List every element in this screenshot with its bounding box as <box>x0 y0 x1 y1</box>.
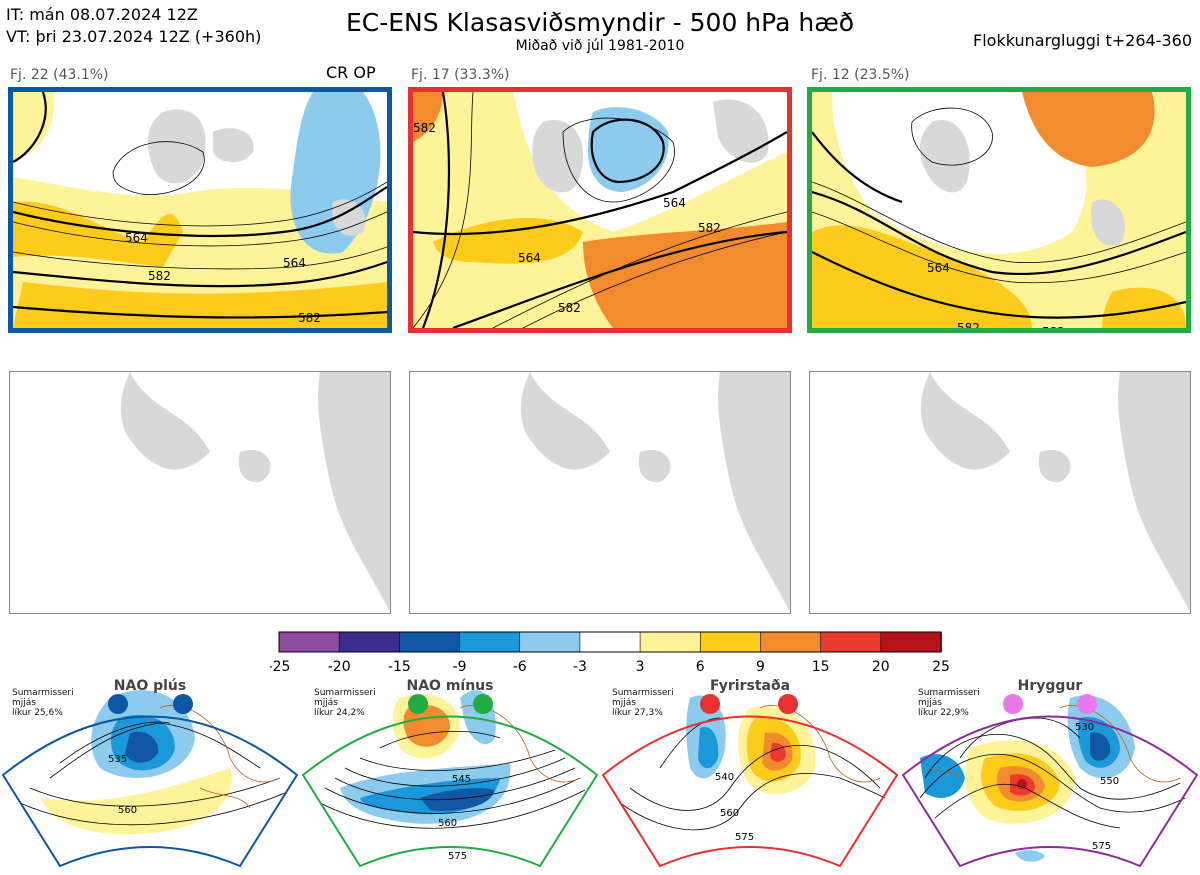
regime-note-line: líkur 25,6% <box>12 708 63 718</box>
empty-map-2 <box>409 371 791 614</box>
cluster-tag-1: CR OP <box>326 63 376 82</box>
regime-note-line: mjjás <box>314 698 338 708</box>
regime-note: Sumarmisseri mjjás líkur 25,6% <box>12 688 74 718</box>
colorbar-tick-label: 3 <box>636 659 645 675</box>
contour-label: 582 <box>698 221 721 235</box>
contour-label: 564 <box>125 231 148 245</box>
page-title: EC-ENS Klasasviðsmyndir - 500 hPa hæð <box>345 8 855 37</box>
colorbar-tick-label: -20 <box>328 659 351 675</box>
init-time: IT: mán 08.07.2024 12Z <box>6 5 198 24</box>
regime-blocking: 540 560 575 Fyrirstaða Sumarmisseri mjjá… <box>600 678 900 871</box>
colorbar-tick-label: -25 <box>270 659 290 675</box>
colorbar-tick-label: 6 <box>696 659 705 675</box>
header-info: IT: mán 08.07.2024 12Z VT: þri 23.07.202… <box>6 4 261 48</box>
regime-nao-plus: 535 560 NAO plús Sumarmisseri mjjás líku… <box>0 678 300 871</box>
cluster-label-3: Fj. 12 (23.5%) <box>811 67 910 83</box>
cluster-label-2: Fj. 17 (33.3%) <box>411 67 510 83</box>
classification-window: Flokkunargluggi t+264-360 <box>973 31 1192 50</box>
regime-contour-label: 575 <box>1092 841 1111 852</box>
contour-label: 564 <box>283 256 306 270</box>
regime-contour-label: 530 <box>1075 722 1094 733</box>
contour-label: 564 <box>518 251 541 265</box>
regime-name: NAO plús <box>113 678 187 694</box>
regime-ridge: 530 550 575 Hryggur Sumarmisseri mjjás l… <box>900 678 1200 871</box>
cluster-label-1: Fj. 22 (43.1%) <box>10 67 109 83</box>
regime-row: 535 560 NAO plús Sumarmisseri mjjás líku… <box>0 678 1200 871</box>
regime-contour-label: 560 <box>438 818 457 829</box>
regime-name: Hryggur <box>1017 678 1083 694</box>
regime-note-line: mjjás <box>918 698 942 708</box>
colorbar-swatch <box>880 631 942 653</box>
empty-map-1 <box>9 371 391 614</box>
regime-note-line: mjjás <box>612 698 636 708</box>
regime-name: NAO mínus <box>406 678 494 694</box>
regime-note-line: Sumarmisseri <box>612 688 674 698</box>
regime-note-line: líkur 22,9% <box>918 708 969 718</box>
colorbar-tick-label: -9 <box>453 659 467 675</box>
colorbar-tick-label: -3 <box>573 659 587 675</box>
contour-label: 582 <box>1042 325 1065 328</box>
colorbar-tick-label: 20 <box>872 659 890 675</box>
colorbar-swatch <box>579 631 641 653</box>
cluster-map-2: 564 582 564 582 582 <box>408 87 792 333</box>
regime-note-line: Sumarmisseri <box>314 688 376 698</box>
regime-contour-label: 560 <box>118 805 137 816</box>
colorbar: -25 -20 -15 -9 -6 -3 3 6 9 15 20 25 <box>270 631 950 675</box>
regime-contour-label: 535 <box>108 754 127 765</box>
cluster-map-3: 564 582 582 <box>807 87 1191 333</box>
regime-name: Fyrirstaða <box>709 678 791 694</box>
regime-note-line: Sumarmisseri <box>918 688 980 698</box>
colorbar-swatch <box>338 631 401 653</box>
contour-label: 582 <box>298 311 321 325</box>
regime-contour-label: 545 <box>452 774 471 785</box>
colorbar-tick-label: 9 <box>756 659 765 675</box>
colorbar-swatch <box>760 631 822 653</box>
colorbar-swatch <box>699 631 762 653</box>
cluster-map-1: 564 564 582 582 <box>8 87 392 333</box>
regime-contour-label: 560 <box>720 808 739 819</box>
regime-note-line: líkur 24,2% <box>314 708 365 718</box>
regime-contour-label: 575 <box>735 832 754 843</box>
contour-label: 582 <box>413 121 436 135</box>
regime-note-line: líkur 27,3% <box>612 708 663 718</box>
regime-nao-minus: 545 560 575 NAO mínus Sumarmisseri mjjás… <box>300 678 600 871</box>
colorbar-swatch <box>459 631 521 653</box>
colorbar-tick-label: -6 <box>513 659 527 675</box>
colorbar-swatch <box>820 631 882 653</box>
regime-note: Sumarmisseri mjjás líkur 22,9% <box>918 688 980 718</box>
contour-label: 582 <box>558 301 581 315</box>
colorbar-swatch <box>639 631 702 653</box>
regime-contour-label: 550 <box>1100 776 1119 787</box>
colorbar-tick-label: 25 <box>932 659 950 675</box>
regime-contour-label: 575 <box>448 851 467 862</box>
page-subtitle: Miðað við júl 1981-2010 <box>515 38 685 54</box>
valid-time: VT: þri 23.07.2024 12Z (+360h) <box>6 27 262 46</box>
regime-contour-label: 540 <box>715 772 734 783</box>
regime-note-line: Sumarmisseri <box>12 688 74 698</box>
contour-label: 582 <box>148 269 171 283</box>
contour-label: 564 <box>663 196 686 210</box>
regime-note: Sumarmisseri mjjás líkur 24,2% <box>314 688 376 718</box>
empty-map-3 <box>809 371 1191 614</box>
contour-label: 564 <box>927 261 950 275</box>
colorbar-tick-label: 15 <box>812 659 830 675</box>
colorbar-tick-label: -15 <box>388 659 411 675</box>
colorbar-swatch <box>278 631 340 653</box>
regime-note-line: mjjás <box>12 698 36 708</box>
colorbar-swatch <box>399 631 461 653</box>
contour-label: 582 <box>957 321 980 328</box>
regime-note: Sumarmisseri mjjás líkur 27,3% <box>612 688 674 718</box>
colorbar-swatch <box>519 631 581 653</box>
